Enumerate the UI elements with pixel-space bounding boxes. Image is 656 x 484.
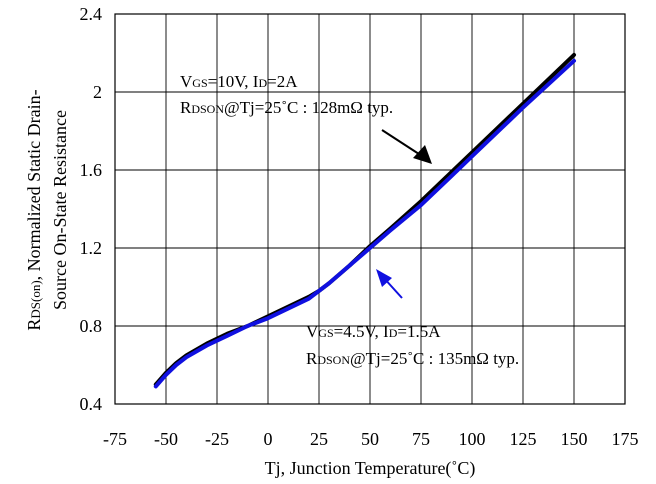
annotation-blue-arrow <box>376 269 403 299</box>
y-tick-label: 0.4 <box>80 394 103 414</box>
x-tick-label: 150 <box>561 429 588 449</box>
x-tick-label: 125 <box>510 429 537 449</box>
x-tick-label: 25 <box>310 429 328 449</box>
y-tick-label: 2 <box>93 82 102 102</box>
y-axis-label-line2: Source On-State Resistance <box>50 110 70 310</box>
y-axis-label-line1: RDS(on), Normalized Static Drain- <box>24 89 44 330</box>
plot-frame <box>114 13 626 405</box>
x-tick-label: -50 <box>154 429 178 449</box>
x-tick-label: 75 <box>412 429 430 449</box>
y-tick-labels: 0.4 0.8 1.2 1.6 2 2.4 <box>80 4 103 414</box>
annotation-black-arrow <box>381 129 432 164</box>
annotation-black-line1: VGS=10V, ID=2A <box>180 72 298 91</box>
x-tick-label: 175 <box>612 429 639 449</box>
annotation-black-line2: RDSON@Tj=25˚C : 128mΩ typ. <box>180 98 393 117</box>
x-tick-labels: -75 -50 -25 0 25 50 75 100 125 150 175 <box>103 429 639 449</box>
y-tick-label: 1.6 <box>80 160 103 180</box>
x-tick-label: 100 <box>459 429 486 449</box>
x-axis-label: Tj, Junction Temperature(˚C) <box>265 458 476 479</box>
x-tick-label: -75 <box>103 429 127 449</box>
y-tick-label: 0.8 <box>80 316 103 336</box>
x-tick-label: 0 <box>264 429 273 449</box>
x-tick-label: -25 <box>205 429 229 449</box>
x-tick-label: 50 <box>361 429 379 449</box>
series-line-1 <box>153 58 576 389</box>
y-tick-label: 2.4 <box>80 4 103 24</box>
y-tick-label: 1.2 <box>80 238 103 258</box>
annotation-blue-line2: RDSON@Tj=25˚C : 135mΩ typ. <box>306 349 519 368</box>
annotation-blue-line1: VGS=4.5V, ID=1.5A <box>306 322 441 341</box>
series-layer <box>153 52 576 389</box>
